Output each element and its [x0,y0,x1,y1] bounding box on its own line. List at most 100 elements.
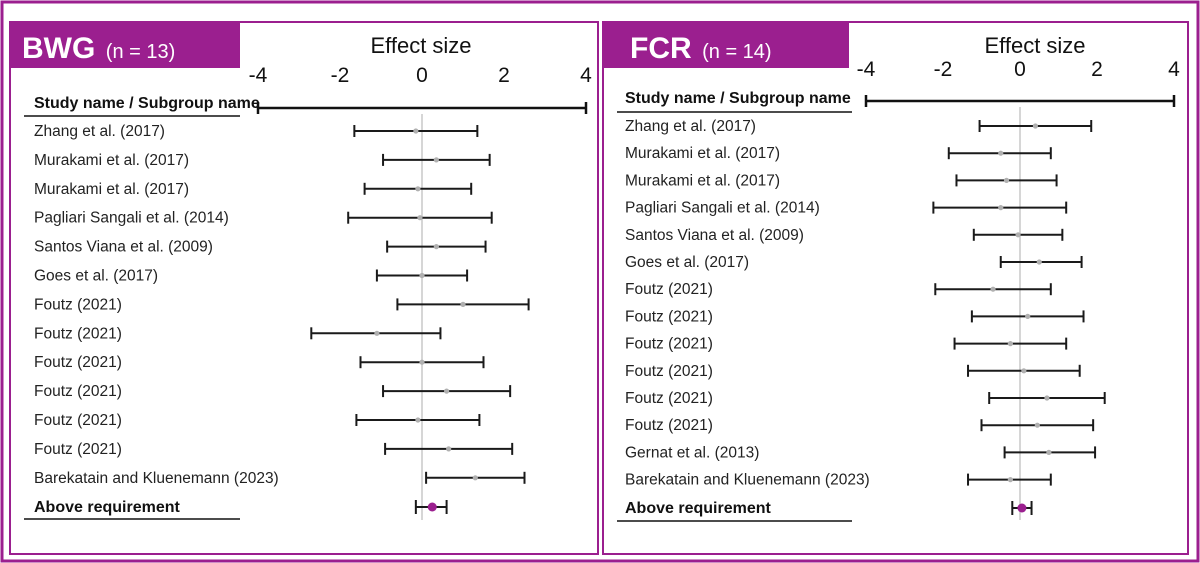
bwg-point-estimate [417,215,423,221]
bwg-study-label: Foutz (2021) [34,412,122,429]
bwg-point-estimate [433,157,439,163]
fcr-study-label: Foutz (2021) [625,417,713,434]
bwg-study-row: Barekatain and Kluenemann (2023) [34,470,526,487]
fcr-study-row: Foutz (2021) [625,390,1106,407]
fcr-study-label: Foutz (2021) [625,363,713,380]
fcr-study-row: Foutz (2021) [625,336,1068,353]
fcr-study-label: Foutz (2021) [625,336,713,353]
fcr-point-estimate [1007,341,1013,347]
bwg-study-row: Foutz (2021) [34,412,481,429]
bwg-point-estimate [460,301,466,307]
fcr-study-label: Barekatain and Kluenemann (2023) [625,472,870,489]
fcr-study-row: Murakami et al. (2017) [625,145,1052,162]
fcr-study-row: Santos Viana et al. (2009) [625,227,1064,244]
bwg-study-row: Santos Viana et al. (2009) [34,239,487,256]
bwg-panel-n: (n = 13) [106,41,175,63]
bwg-point-estimate [433,244,439,250]
fcr-point-estimate [1044,395,1050,401]
bwg-study-label: Foutz (2021) [34,441,122,458]
bwg-tick-labels: -4 -2 0 2 4 [249,64,593,87]
bwg-study-label: Pagliari Sangali et al. (2014) [34,210,229,227]
bwg-panel-title: BWG [22,32,95,65]
fcr-study-row: Murakami et al. (2017) [625,172,1058,189]
bwg-point-estimate [472,475,478,481]
bwg-study-row: Foutz (2021) [34,441,514,458]
fcr-column-header: Study name / Subgroup name [625,90,851,107]
bwg-column-header: Study name / Subgroup name [34,95,260,112]
fcr-study-row: Foutz (2021) [625,281,1052,298]
fcr-study-label: Goes et al. (2017) [625,254,749,271]
fcr-point-estimate [1003,177,1010,183]
bwg-point-estimate [413,128,419,134]
bwg-study-label: Murakami et al. (2017) [34,181,189,198]
fcr-tick-labels: -4 -2 0 2 4 [857,58,1181,81]
fcr-point-estimate [1025,313,1031,319]
bwg-study-row: Foutz (2021) [34,383,512,400]
bwg-study-label: Barekatain and Kluenemann (2023) [34,470,279,487]
fcr-study-label: Foutz (2021) [625,308,713,325]
bwg-tick-label: 0 [416,64,428,87]
fcr-study-row: Zhang et al. (2017) [625,118,1093,135]
fcr-panel-n: (n = 14) [702,41,771,63]
bwg-title-banner [10,22,240,68]
bwg-panel-border [9,21,599,555]
fcr-axis-title: Effect size [984,33,1085,58]
bwg-summary-estimate [427,502,437,512]
fcr-point-estimate [998,205,1004,211]
bwg-tick-label: -4 [249,64,268,87]
bwg-study-row: Goes et al. (2017) [34,268,469,285]
bwg-study-label: Foutz (2021) [34,296,122,313]
fcr-study-row: Foutz (2021) [625,308,1085,325]
bwg-study-row: Foutz (2021) [34,354,485,371]
bwg-study-row: Murakami et al. (2017) [34,181,473,198]
fcr-study-row: Barekatain and Kluenemann (2023) [625,472,1052,489]
fcr-point-estimate [1032,123,1038,129]
bwg-axis-title: Effect size [370,33,471,58]
bwg-study-label: Foutz (2021) [34,325,122,342]
fcr-point-estimate [1036,259,1042,265]
fcr-study-label: Murakami et al. (2017) [625,145,780,162]
bwg-study-label: Goes et al. (2017) [34,268,158,285]
bwg-study-label: Santos Viana et al. (2009) [34,239,213,256]
fcr-summary-label: Above requirement [625,500,771,517]
bwg-study-label: Zhang et al. (2017) [34,123,165,140]
fcr-study-row: Foutz (2021) [625,417,1095,434]
bwg-study-row: Murakami et al. (2017) [34,152,491,169]
bwg-study-row: Zhang et al. (2017) [34,123,479,140]
fcr-tick-label: -4 [857,58,876,81]
bwg-study-label: Foutz (2021) [34,354,122,371]
bwg-tick-label: -2 [331,64,350,87]
fcr-study-row: Goes et al. (2017) [625,254,1083,271]
fcr-panel-title: FCR [630,32,692,65]
fcr-study-row: Pagliari Sangali et al. (2014) [625,200,1068,217]
fcr-tick-label: 0 [1014,58,1026,81]
fcr-study-label: Pagliari Sangali et al. (2014) [625,200,820,217]
fcr-title-banner [603,22,849,68]
fcr-tick-label: 4 [1168,58,1180,81]
bwg-study-row: Pagliari Sangali et al. (2014) [34,210,493,227]
bwg-point-estimate [446,446,452,452]
fcr-summary-row: Above requirement [625,500,1033,517]
fcr-study-label: Zhang et al. (2017) [625,118,756,135]
bwg-point-estimate [419,272,425,279]
bwg-summary-label: Above requirement [34,499,180,516]
fcr-study-label: Foutz (2021) [625,281,713,298]
fcr-study-label: Gernat et al. (2013) [625,444,759,461]
fcr-tick-label: 2 [1091,58,1103,81]
bwg-point-estimate [374,330,380,336]
fcr-point-estimate [1034,422,1040,428]
fcr-point-estimate [1015,232,1021,238]
bwg-tick-label: 4 [580,64,592,87]
bwg-tick-label: 2 [498,64,510,87]
bwg-study-row: Foutz (2021) [34,325,442,342]
fcr-point-estimate [990,286,996,292]
bwg-study-row: Foutz (2021) [34,296,530,313]
bwg-point-estimate [419,359,425,365]
fcr-study-row: Gernat et al. (2013) [625,444,1097,461]
fcr-panel: FCR (n = 14) Effect size -4 -2 0 2 4 Study n… [602,21,1189,555]
bwg-point-estimate [444,388,450,394]
fcr-point-estimate [1007,477,1013,483]
bwg-study-label: Murakami et al. (2017) [34,152,189,169]
